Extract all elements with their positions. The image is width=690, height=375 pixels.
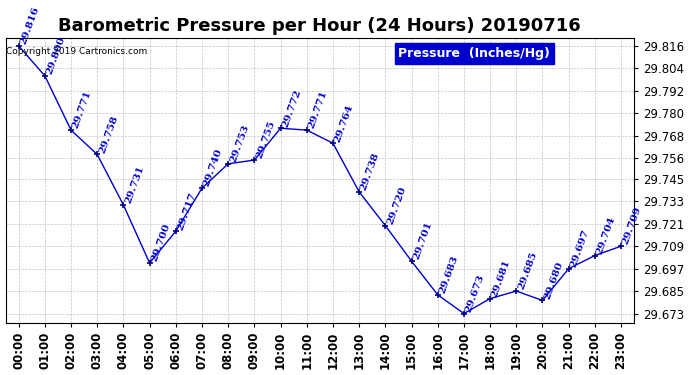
Text: 29.731: 29.731 — [124, 165, 146, 205]
Text: 29.697: 29.697 — [569, 228, 591, 268]
Text: Copyright 2019 Cartronics.com: Copyright 2019 Cartronics.com — [6, 47, 148, 56]
Text: 29.771: 29.771 — [307, 90, 329, 130]
Text: 29.720: 29.720 — [385, 185, 407, 226]
Text: 29.738: 29.738 — [359, 152, 381, 192]
Text: 29.680: 29.680 — [542, 260, 564, 300]
Text: 29.685: 29.685 — [516, 251, 538, 291]
Text: 29.758: 29.758 — [97, 114, 119, 154]
Text: 29.683: 29.683 — [437, 255, 460, 295]
Text: 29.816: 29.816 — [19, 6, 41, 46]
Text: 29.701: 29.701 — [411, 220, 433, 261]
Text: 29.709: 29.709 — [621, 206, 643, 246]
Text: 29.771: 29.771 — [71, 90, 93, 130]
Text: 29.740: 29.740 — [202, 148, 224, 188]
Text: 29.753: 29.753 — [228, 123, 250, 164]
Text: 29.764: 29.764 — [333, 103, 355, 143]
Text: 29.772: 29.772 — [281, 88, 303, 128]
Text: 29.800: 29.800 — [45, 35, 67, 76]
Text: 29.681: 29.681 — [490, 258, 512, 299]
Text: 29.704: 29.704 — [595, 215, 617, 255]
Text: 29.700: 29.700 — [150, 222, 172, 263]
Title: Barometric Pressure per Hour (24 Hours) 20190716: Barometric Pressure per Hour (24 Hours) … — [59, 18, 581, 36]
Text: Pressure  (Inches/Hg): Pressure (Inches/Hg) — [398, 47, 551, 60]
Text: 29.755: 29.755 — [255, 120, 277, 160]
Text: 29.673: 29.673 — [464, 273, 486, 314]
Text: 29.717: 29.717 — [176, 190, 198, 231]
